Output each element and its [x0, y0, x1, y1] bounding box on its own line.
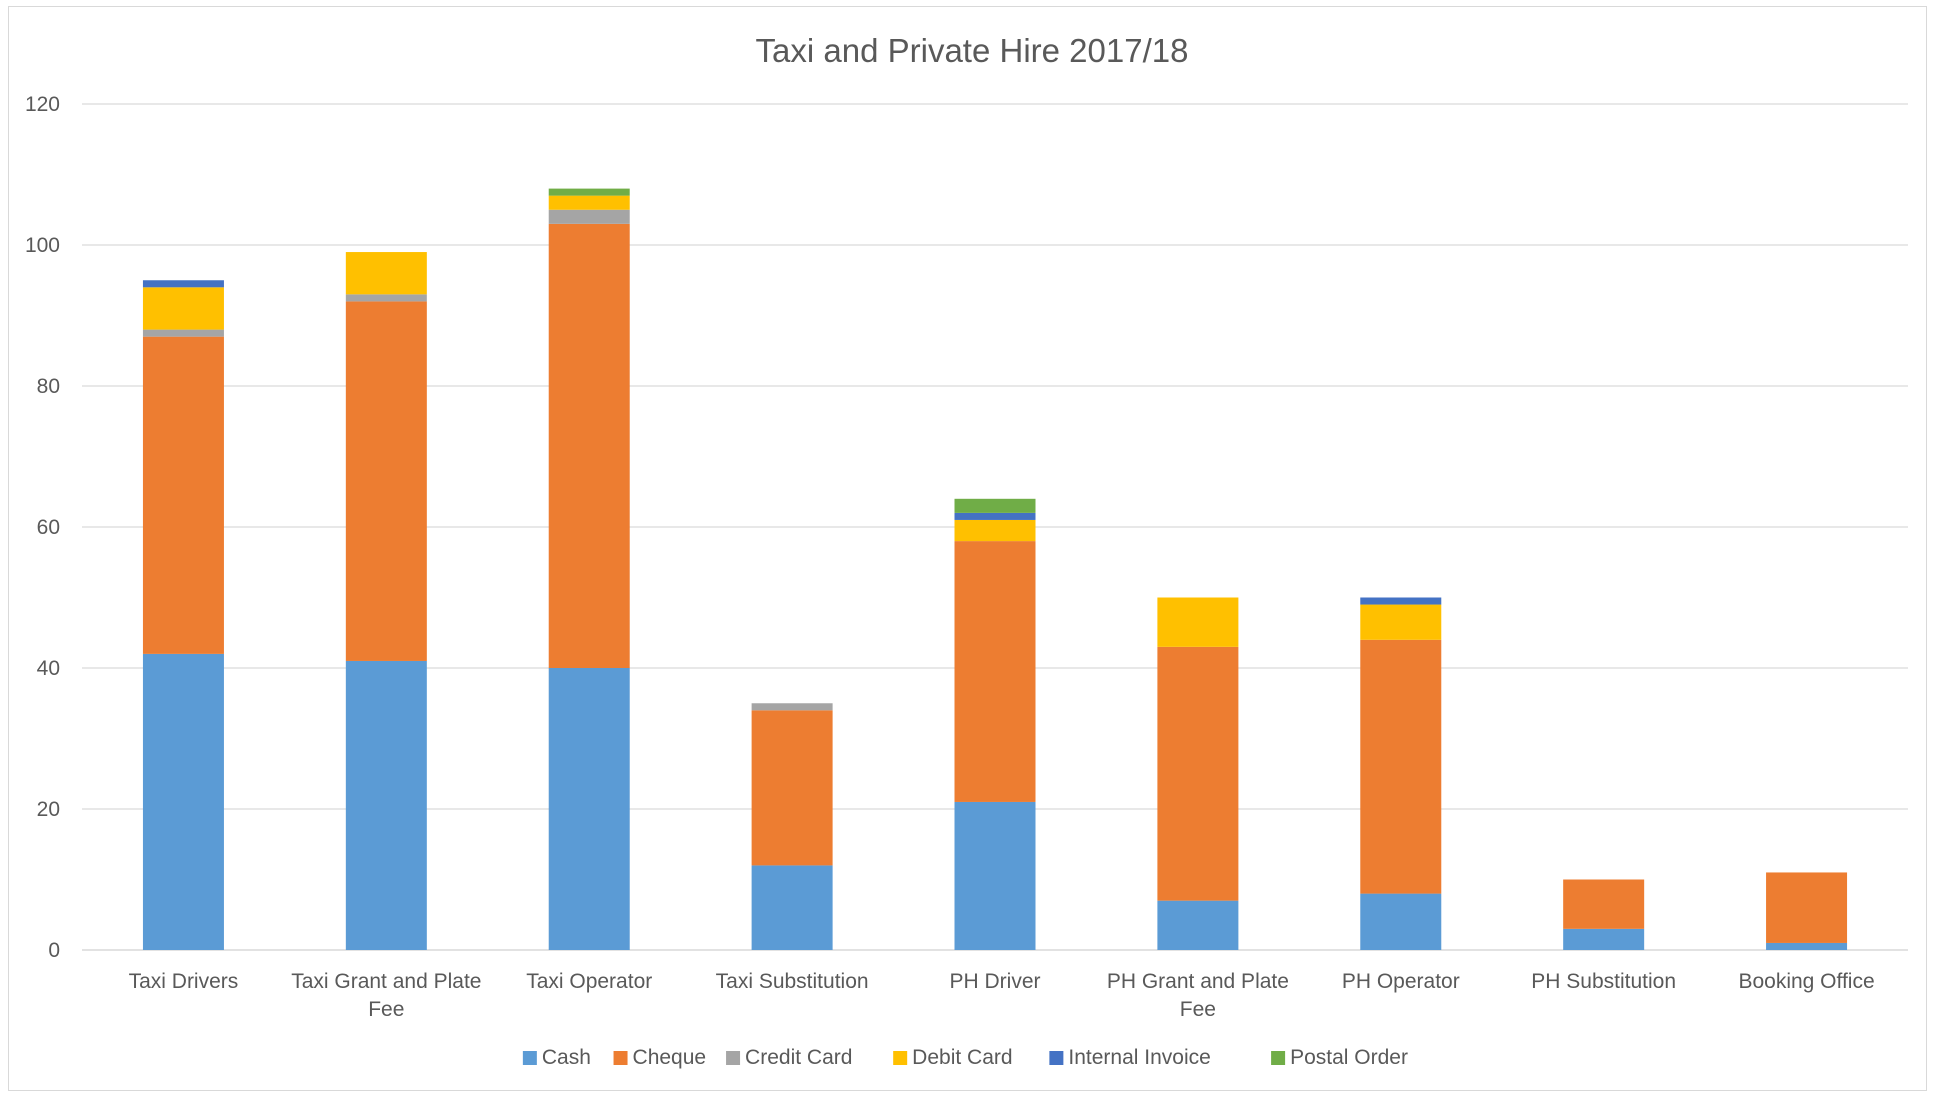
bar-segment-cash [1563, 928, 1645, 950]
bar-segment-cheque [548, 223, 630, 668]
x-tick-label: PH Operator [1342, 970, 1460, 993]
legend-label: Cheque [633, 1046, 707, 1069]
x-tick-label: Taxi Drivers [129, 970, 239, 993]
legend-swatch-internal-invoice [1049, 1051, 1064, 1065]
y-tick-label: 120 [25, 93, 60, 116]
x-tick-label: PH Grant and Plate [1107, 970, 1289, 993]
bar-segment-debit-card [954, 519, 1036, 542]
x-tick-label: Taxi Grant and Plate [291, 970, 481, 993]
legend-label: Internal Invoice [1068, 1046, 1210, 1069]
bar-segment-cheque [1360, 639, 1442, 894]
y-tick-label: 100 [25, 234, 60, 257]
bar-segment-debit-card [142, 287, 224, 330]
bar-segment-cheque [345, 301, 427, 661]
bar-segment-debit-card [345, 252, 427, 295]
bar-segment-credit-card [345, 294, 427, 302]
bar-segment-credit-card [751, 703, 833, 711]
legend-label: Postal Order [1290, 1046, 1408, 1069]
bar-segment-cheque [1563, 879, 1645, 929]
legend-swatch-debit-card [893, 1051, 908, 1065]
bar-segment-cash [1766, 942, 1848, 950]
bar-segment-internal-invoice [1360, 597, 1442, 605]
y-tick-label: 0 [48, 939, 60, 962]
legend-swatch-cheque [613, 1051, 628, 1065]
bar-segment-debit-card [1157, 597, 1239, 647]
bar-segment-cheque [954, 541, 1036, 802]
chart-title: Taxi and Private Hire 2017/18 [756, 32, 1189, 69]
legend-swatch-credit-card [726, 1051, 741, 1065]
x-tick-label: PH Substitution [1531, 970, 1676, 993]
bar-segment-cash [548, 668, 630, 950]
legend-label: Credit Card [745, 1046, 852, 1069]
y-axis: 0 20 40 60 80 100 120 [25, 93, 60, 962]
x-tick-label: Taxi Operator [526, 970, 652, 993]
y-tick-label: 60 [37, 516, 60, 539]
y-tick-label: 20 [37, 798, 60, 821]
bar-segment-cheque [1157, 646, 1239, 901]
x-tick-label: Booking Office [1738, 970, 1874, 993]
bar-segment-postal-order [954, 498, 1036, 513]
bar-segment-postal-order [548, 188, 630, 196]
bar-segment-debit-card [1360, 604, 1442, 640]
legend: Cash Cheque Credit Card Debit Card Internal … [522, 1046, 1408, 1069]
x-tick-label: PH Driver [949, 970, 1040, 993]
bar-segment-internal-invoice [954, 512, 1036, 520]
legend-swatch-cash [522, 1051, 537, 1065]
bar-segment-credit-card [142, 329, 224, 337]
bar-segment-cheque [751, 710, 833, 866]
x-tick-label: Fee [368, 998, 404, 1021]
y-tick-label: 40 [37, 657, 60, 680]
bar-segment-cheque [1766, 872, 1848, 943]
legend-swatch-postal-order [1271, 1051, 1286, 1065]
bar-segment-cash [751, 865, 833, 950]
legend-label: Cash [542, 1046, 591, 1069]
bar-segment-cash [954, 801, 1036, 950]
legend-label: Debit Card [912, 1046, 1012, 1069]
x-tick-label: Taxi Substitution [716, 970, 869, 993]
bar-segment-cash [142, 653, 224, 950]
x-axis: Taxi Drivers Taxi Grant and Plate Fee Taxi … [129, 970, 1875, 1021]
bar-segment-cash [1157, 900, 1239, 950]
bar-segment-debit-card [548, 195, 630, 210]
x-tick-label: Fee [1180, 998, 1216, 1021]
bar-segment-cash [1360, 893, 1442, 950]
bars [142, 188, 1848, 950]
bar-segment-internal-invoice [142, 280, 224, 288]
bar-segment-cash [345, 660, 427, 950]
bar-segment-credit-card [548, 209, 630, 224]
bar-segment-cheque [142, 336, 224, 654]
y-tick-label: 80 [37, 375, 60, 398]
